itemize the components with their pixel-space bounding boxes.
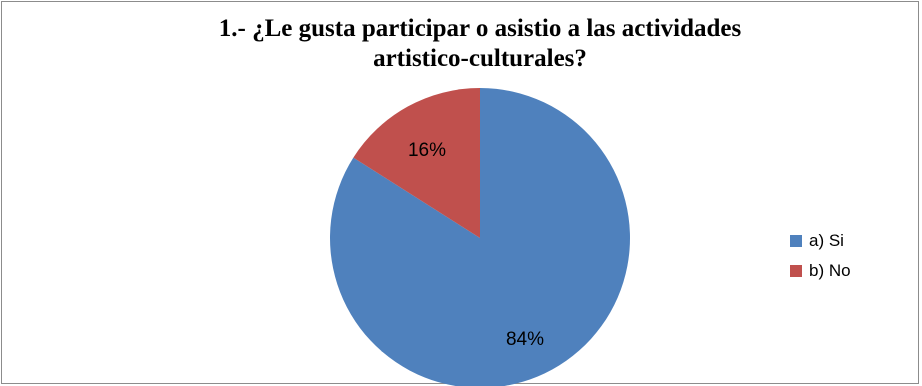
pie-slice-no [353, 88, 480, 238]
legend-label-no: b) No [809, 261, 851, 280]
pie-label-si: 84% [506, 329, 544, 350]
chart-title-line-2: artistico-culturales? [373, 45, 587, 72]
chart-title: 1.- ¿Le gusta participar o asistio a las… [60, 14, 900, 74]
legend-item-no: b) No [790, 258, 851, 284]
chart-legend: a) Si b) No [790, 228, 851, 288]
pie-slice-si [330, 88, 630, 386]
legend-swatch-no [790, 265, 802, 277]
pie-label-no: 16% [408, 140, 446, 161]
chart-title-line-1: 1.- ¿Le gusta participar o asistio a las… [218, 15, 742, 42]
legend-swatch-si [790, 235, 802, 247]
legend-item-si: a) Si [790, 228, 851, 254]
legend-label-si: a) Si [809, 231, 844, 250]
